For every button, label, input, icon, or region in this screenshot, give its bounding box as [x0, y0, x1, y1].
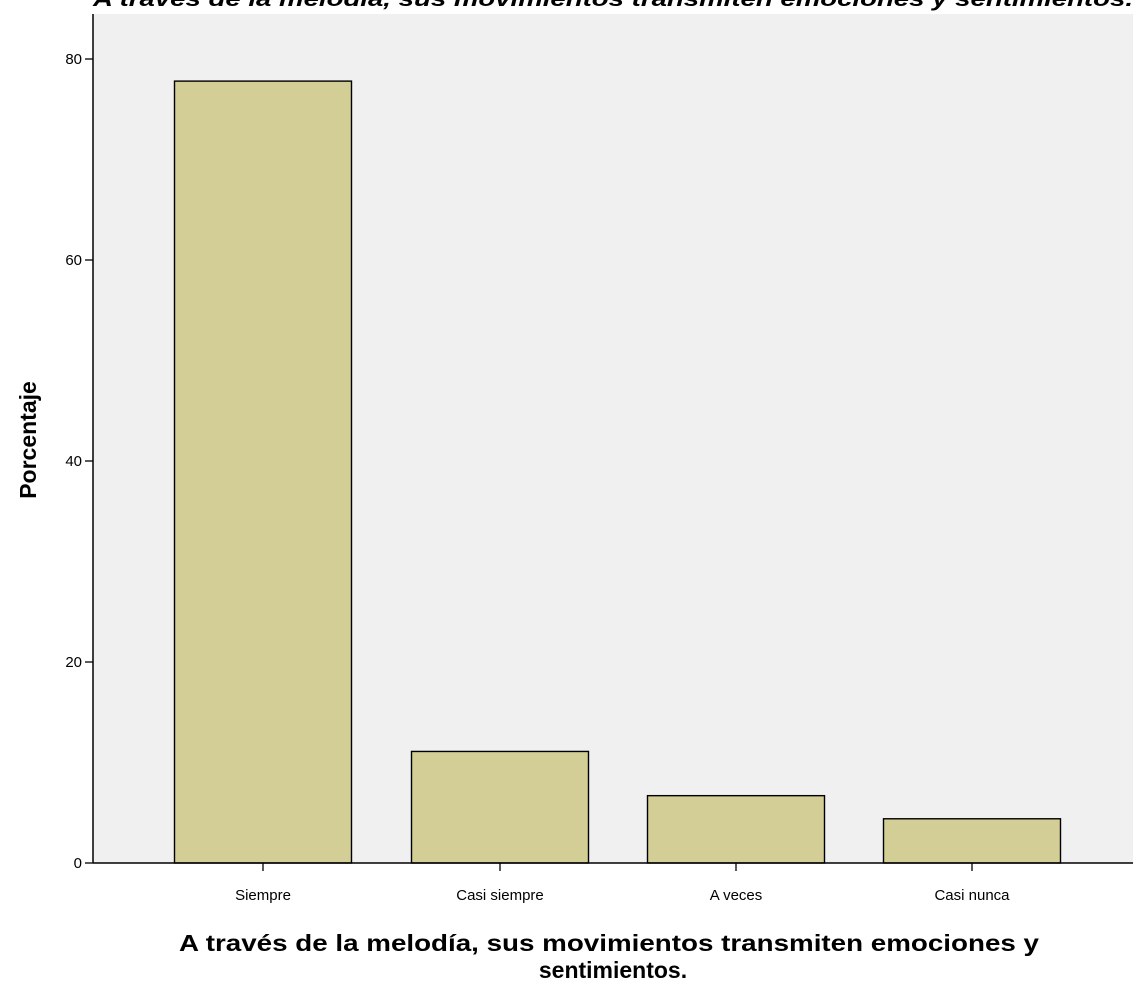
bar-casi-siempre	[410, 750, 590, 864]
y-tick-label: 20	[65, 654, 82, 671]
x-tick-label: Siempre	[235, 887, 291, 904]
chart-title: A través de la melodía, sus movimientos …	[92, 0, 1133, 11]
y-tick-label: 0	[74, 855, 82, 872]
x-tick-label: Casi nunca	[934, 887, 1010, 904]
x-axis-title-line-2: sentimientos.	[539, 957, 687, 983]
bars-layer	[173, 80, 1062, 864]
bar-a-veces	[646, 794, 826, 864]
axes-layer: 0 20 40 60 80 Siempre Casi siempre A veces Casi …	[65, 14, 1133, 904]
x-tick-label: Casi siempre	[456, 887, 544, 904]
bar-siempre	[173, 80, 353, 864]
x-tick-label: A veces	[710, 887, 763, 904]
y-axis-title: Porcentaje	[15, 381, 41, 499]
x-axis-title-line-1: A través de la melodía, sus movimientos …	[179, 930, 1039, 956]
y-tick-label: 80	[65, 51, 82, 68]
y-tick-label: 60	[65, 252, 82, 269]
y-tick-label: 40	[65, 453, 82, 470]
bar-casi-nunca	[882, 818, 1062, 864]
